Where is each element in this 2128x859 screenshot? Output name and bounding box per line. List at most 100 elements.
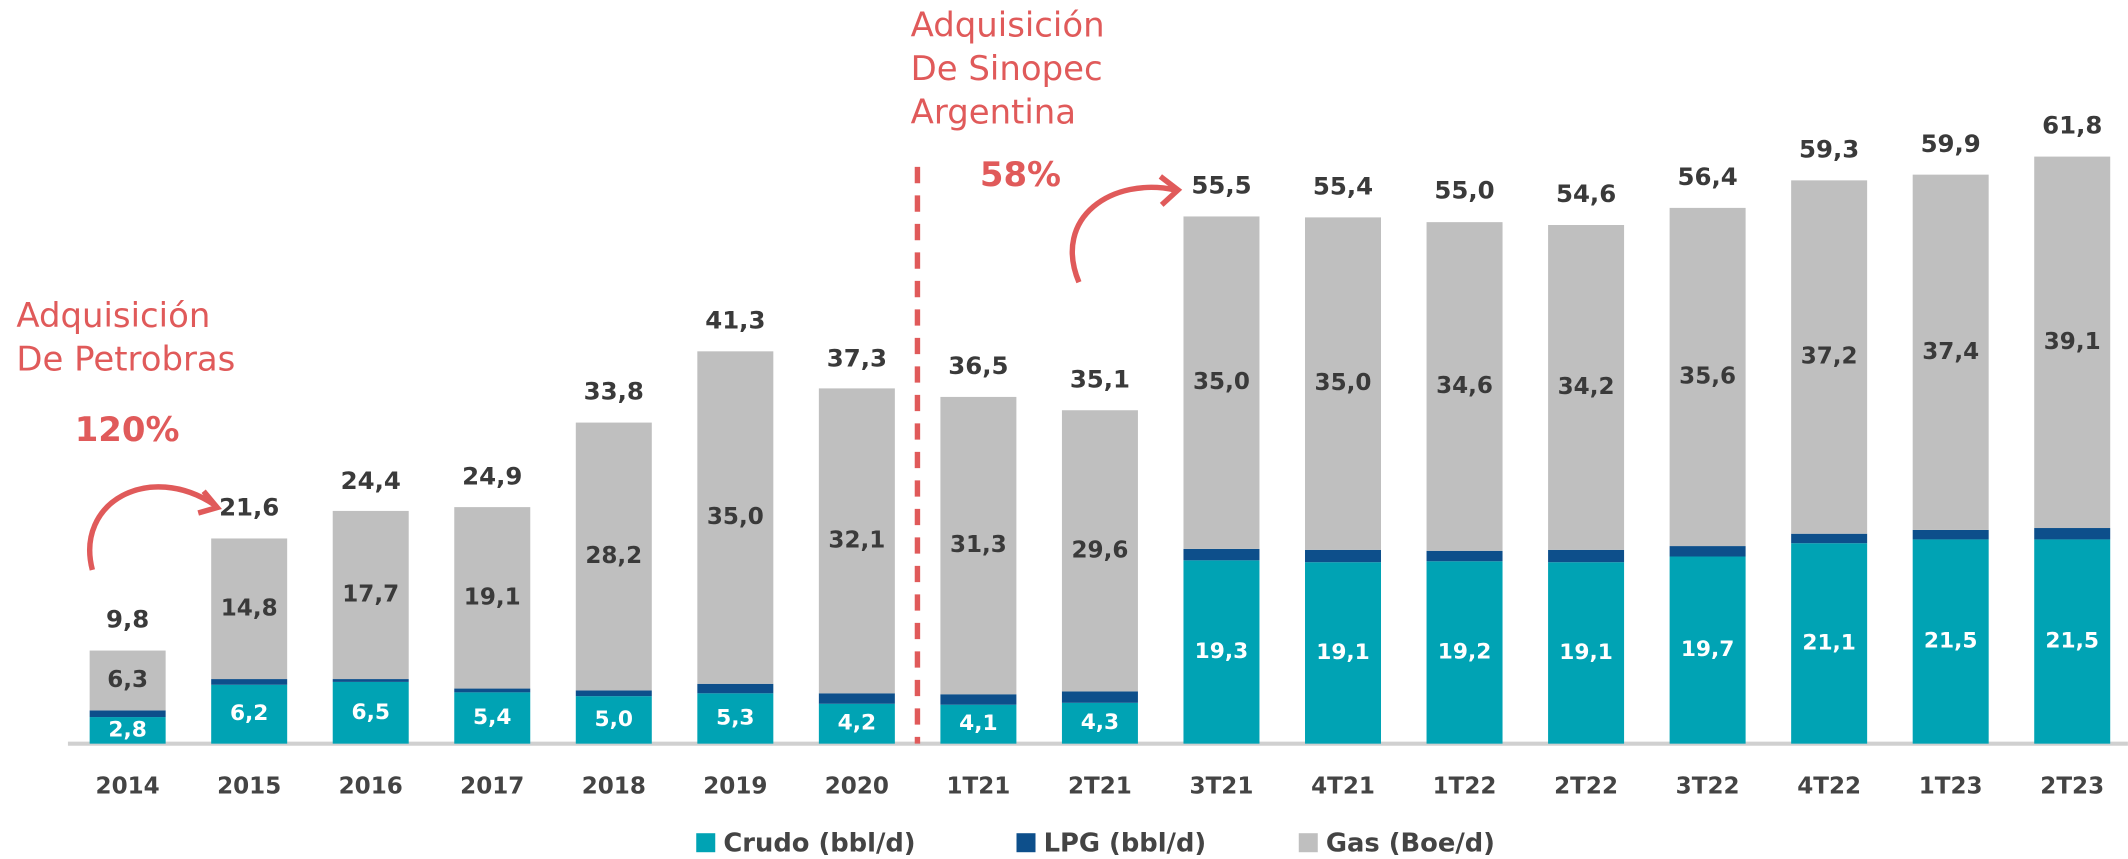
bar-segment xyxy=(1791,543,1868,744)
bar-segment xyxy=(1912,529,1989,540)
x-tick-label: 2020 xyxy=(825,774,889,800)
bar-segment xyxy=(575,422,652,691)
bar-segment xyxy=(818,388,895,694)
bar-segment xyxy=(211,679,288,685)
x-tick-label: 2T21 xyxy=(1068,774,1132,800)
total-label: 56,4 xyxy=(1678,162,1738,191)
total-label: 61,8 xyxy=(2042,111,2102,140)
data-label: 37,2 xyxy=(1801,344,1858,370)
bar-segment xyxy=(89,710,166,718)
bar-segment xyxy=(697,351,774,684)
bar-segment xyxy=(2034,528,2111,540)
total-label: 55,5 xyxy=(1191,171,1251,200)
x-tick-label: 4T22 xyxy=(1797,774,1861,800)
bar-segment xyxy=(1912,539,1989,744)
x-tick-label: 2016 xyxy=(339,774,403,800)
data-label: 6,5 xyxy=(351,700,389,725)
x-tick-label: 2018 xyxy=(582,774,646,800)
legend-label: Gas (Boe/d) xyxy=(1326,829,1495,859)
bar-segment xyxy=(1548,549,1625,563)
total-label: 24,9 xyxy=(462,461,522,490)
data-label: 19,1 xyxy=(1316,640,1370,665)
data-label: 28,2 xyxy=(585,543,642,569)
legend-label: Crudo (bbl/d) xyxy=(723,829,915,859)
data-label: 2,8 xyxy=(108,717,146,742)
total-label: 54,6 xyxy=(1556,179,1616,208)
data-label: 5,0 xyxy=(595,707,633,732)
bar-segment xyxy=(1183,560,1260,744)
total-label: 41,3 xyxy=(705,305,765,334)
x-tick-label: 2017 xyxy=(460,774,524,800)
bar-segment xyxy=(1426,550,1503,562)
bar-segment xyxy=(1061,410,1138,692)
bar-segment xyxy=(1669,207,1746,547)
total-label: 59,9 xyxy=(1921,129,1981,158)
data-label: 34,2 xyxy=(1558,374,1615,400)
bar-segment xyxy=(1061,702,1138,744)
data-label: 37,4 xyxy=(1922,339,1979,365)
total-label: 35,1 xyxy=(1070,364,1130,393)
bar-segment xyxy=(940,694,1017,705)
bar-segment xyxy=(332,510,409,680)
data-label: 21,5 xyxy=(1924,629,1978,654)
bar-segment xyxy=(454,688,531,693)
data-label: 5,3 xyxy=(716,705,754,730)
data-label: 19,7 xyxy=(1681,637,1735,662)
bar-segment xyxy=(2034,156,2111,529)
data-label: 21,5 xyxy=(2045,629,2099,654)
annotation: 58% xyxy=(980,155,1061,194)
data-label: 21,1 xyxy=(1802,630,1856,655)
bar-segment xyxy=(697,693,774,744)
bar-segment xyxy=(1305,562,1382,744)
bar-segment xyxy=(818,693,895,704)
bar-segment xyxy=(1669,556,1746,744)
x-tick-label: 1T22 xyxy=(1433,774,1497,800)
legend-label: LPG (bbl/d) xyxy=(1044,829,1207,859)
total-label: 24,4 xyxy=(341,466,401,495)
x-tick-label: 2T22 xyxy=(1554,774,1618,800)
legend-swatch xyxy=(696,833,716,853)
data-label: 4,2 xyxy=(838,711,876,736)
x-tick-label: 1T23 xyxy=(1919,774,1983,800)
data-label: 35,6 xyxy=(1679,363,1736,389)
bar-segment xyxy=(1548,562,1625,744)
bar-segment xyxy=(1669,546,1746,557)
bar-segment xyxy=(1061,691,1138,703)
annotation: Adquisición xyxy=(911,6,1105,45)
data-label: 35,0 xyxy=(1193,369,1250,395)
x-tick-label: 2T23 xyxy=(2040,774,2104,800)
data-label: 19,1 xyxy=(1559,640,1613,665)
total-label: 33,8 xyxy=(584,377,644,406)
bar-segment xyxy=(1791,533,1868,544)
x-tick-label: 2019 xyxy=(703,774,767,800)
bar-segment xyxy=(1912,174,1989,530)
bar-segment xyxy=(1426,222,1503,551)
total-label: 21,6 xyxy=(219,493,279,522)
bar-segment xyxy=(211,684,288,744)
data-label: 34,6 xyxy=(1436,373,1493,399)
bar-segment xyxy=(89,717,166,744)
data-label: 6,3 xyxy=(107,667,148,693)
bar-segment xyxy=(697,683,774,694)
bar-segment xyxy=(2034,539,2111,744)
bar-segment xyxy=(1791,180,1868,534)
bar-segment xyxy=(1305,217,1382,550)
data-label: 19,1 xyxy=(464,584,521,610)
bar-segment xyxy=(332,681,409,744)
bar-segment xyxy=(575,696,652,744)
x-tick-label: 1T21 xyxy=(946,774,1010,800)
bar-segment xyxy=(940,396,1017,695)
annotation: De Sinopec xyxy=(911,49,1103,88)
x-tick-label: 3T21 xyxy=(1190,774,1254,800)
data-label: 19,2 xyxy=(1438,639,1492,664)
annotation: Adquisición xyxy=(16,296,210,335)
data-label: 5,4 xyxy=(473,705,511,730)
total-label: 59,3 xyxy=(1799,134,1859,163)
data-label: 35,0 xyxy=(707,504,764,530)
x-tick-label: 2015 xyxy=(217,774,281,800)
annotation: De Petrobras xyxy=(16,339,235,378)
annotation: 120% xyxy=(75,410,180,449)
arrow xyxy=(1069,184,1176,284)
total-label: 55,0 xyxy=(1434,175,1494,204)
